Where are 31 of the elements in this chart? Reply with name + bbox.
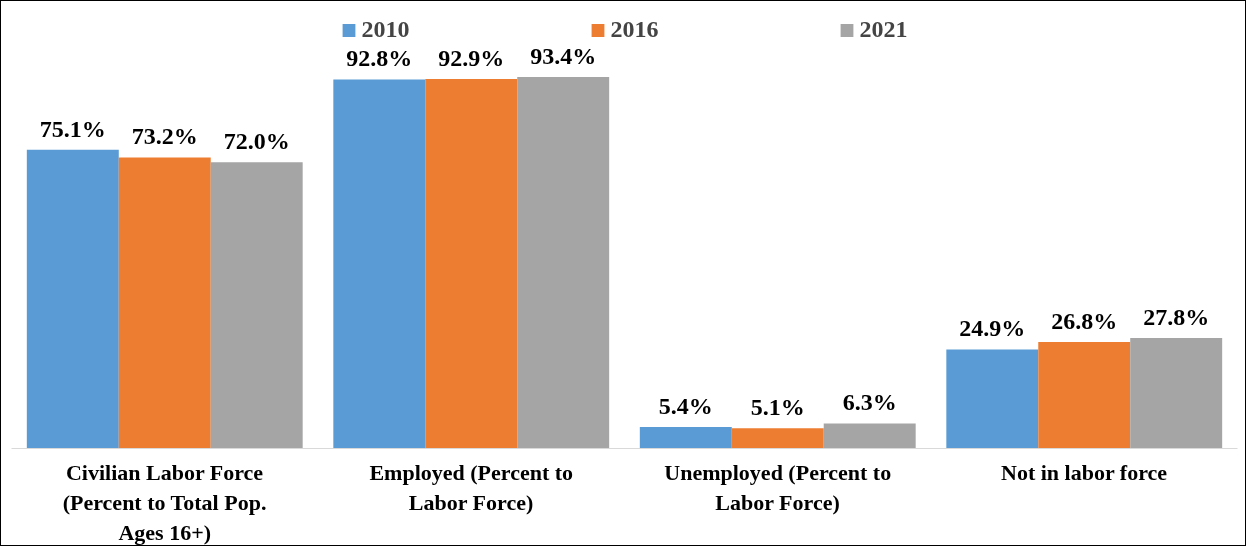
- data-label: 75.1%: [39, 115, 106, 142]
- x-tick-label: Employed (Percent to Labor Force): [369, 459, 574, 515]
- data-label: 26.8%: [1051, 307, 1118, 334]
- bar: [639, 427, 732, 449]
- x-tick-label: Unemployed (Percent to Labor Force): [664, 459, 892, 515]
- bar: [210, 162, 303, 449]
- bar: [731, 428, 824, 449]
- data-label: 92.8%: [346, 45, 413, 72]
- bar: [425, 79, 518, 449]
- data-label: 5.1%: [750, 394, 805, 421]
- x-tick-label: Not in labor force: [1001, 459, 1168, 485]
- bar: [823, 423, 916, 449]
- data-label: 72.0%: [223, 128, 290, 155]
- data-label: 73.2%: [131, 123, 198, 150]
- data-label: 92.9%: [438, 45, 505, 72]
- x-tick-label: Civilian Labor Force (Percent to Total Pop. Ages 16+): [62, 459, 267, 545]
- bar: [517, 77, 610, 449]
- bar: [1130, 337, 1223, 449]
- bar: [26, 149, 119, 449]
- data-label: 5.4%: [658, 393, 713, 420]
- data-label: 24.9%: [959, 315, 1026, 342]
- legend-label: 2010: [361, 16, 410, 43]
- legend-label: 2021: [859, 16, 908, 43]
- data-label: 6.3%: [842, 389, 897, 416]
- data-label: 93.4%: [530, 43, 597, 70]
- bar: [1038, 341, 1131, 449]
- legend-label: 2016: [610, 16, 659, 43]
- data-label: 27.8%: [1143, 303, 1210, 330]
- bar: [333, 79, 426, 449]
- bar: [946, 349, 1039, 449]
- bar: [118, 157, 211, 449]
